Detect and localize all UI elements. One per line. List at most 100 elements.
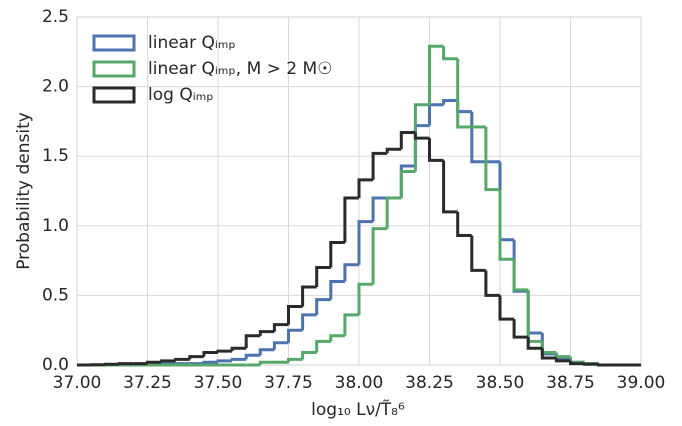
histogram-step — [470, 235, 486, 272]
histogram-step — [399, 131, 416, 150]
x-tick-label: 39.00 — [617, 373, 666, 393]
histogram-step — [498, 295, 515, 321]
histogram-step — [301, 350, 317, 360]
histogram-step — [428, 44, 444, 105]
histogram-step — [456, 100, 472, 114]
histogram-step — [357, 282, 374, 315]
histogram-step — [456, 211, 472, 238]
histogram-step — [329, 334, 345, 342]
histogram-step — [428, 138, 444, 162]
histogram-step — [343, 313, 359, 336]
legend-swatch — [92, 86, 136, 104]
y-tick-label: 2.5 — [42, 7, 69, 27]
histogram-step — [357, 178, 374, 198]
histogram-step — [442, 160, 458, 214]
x-tick-label: 37.75 — [264, 373, 313, 393]
histogram-step — [315, 298, 331, 315]
legend-swatch — [92, 34, 136, 52]
histogram-step — [413, 103, 430, 172]
x-tick-label: 38.75 — [546, 373, 595, 393]
histogram-step — [569, 356, 585, 364]
histogram-step — [216, 349, 233, 353]
x-tick-label: 37.00 — [53, 373, 102, 393]
histogram-step — [540, 332, 557, 356]
histogram-step — [540, 348, 557, 360]
histogram-step — [597, 363, 613, 367]
legend-label: linear Qᵢₘₚ — [148, 33, 236, 53]
histogram-step — [554, 358, 571, 363]
histogram-step — [371, 227, 388, 285]
histogram-step — [512, 259, 529, 292]
histogram-step — [428, 103, 444, 126]
histogram-step — [554, 352, 571, 359]
x-tick-label: 38.00 — [335, 373, 384, 393]
y-tick-label: 2.0 — [42, 77, 69, 97]
x-tick-label: 38.50 — [476, 373, 525, 393]
histogram-step — [202, 350, 218, 357]
histogram-step — [343, 263, 359, 282]
x-tick-label: 37.50 — [194, 373, 243, 393]
histogram-step — [329, 241, 345, 268]
histogram-step — [272, 323, 289, 332]
x-tick-label: 38.25 — [405, 373, 454, 393]
y-tick-label: 1.5 — [42, 146, 69, 166]
histogram-step — [174, 357, 190, 361]
legend-label: linear Qᵢₘₚ, M > 2 M☉ — [148, 59, 332, 79]
histogram-step — [470, 111, 486, 164]
histogram-step — [343, 196, 359, 243]
histogram-step — [385, 147, 402, 154]
histogram-step — [244, 334, 261, 349]
histogram-step — [329, 279, 345, 300]
legend-swatch — [92, 60, 136, 78]
histogram-step — [216, 359, 233, 363]
histogram-step — [526, 337, 543, 350]
histogram-step — [413, 132, 430, 140]
histogram-step — [442, 99, 458, 105]
histogram-step — [442, 46, 458, 61]
histogram-step — [258, 348, 275, 356]
y-tick-label: 0.5 — [42, 285, 69, 305]
histogram-step — [160, 359, 176, 363]
x-axis-label: log₁₀ Lν/T̃₈⁶ — [311, 399, 405, 420]
y-axis-label: Probability density — [14, 112, 34, 270]
x-tick-label: 37.25 — [123, 373, 172, 393]
histogram-step — [371, 196, 388, 222]
histogram-step — [512, 319, 529, 339]
histogram-step — [272, 341, 289, 350]
histogram-step — [371, 151, 388, 180]
histogram-step — [413, 124, 430, 166]
histogram-step — [287, 328, 303, 343]
histogram-step — [287, 305, 303, 325]
histogram-step — [484, 270, 500, 297]
histogram-step — [484, 126, 500, 192]
histogram-step — [498, 161, 515, 242]
histogram-step — [512, 239, 529, 293]
histogram-step — [230, 346, 247, 352]
histogram-step — [357, 220, 374, 265]
histogram-step — [526, 291, 543, 335]
histogram-step — [258, 330, 275, 336]
histogram-step — [315, 266, 331, 288]
histogram-step — [188, 355, 204, 360]
histogram-step — [258, 360, 275, 365]
histogram-step — [244, 353, 261, 360]
plot-frame — [76, 16, 642, 366]
histogram-step — [287, 357, 303, 363]
histogram-step — [301, 313, 317, 331]
histogram-step — [315, 339, 331, 353]
histogram-step — [385, 196, 402, 229]
histogram-step — [583, 362, 599, 366]
histogram-step — [498, 189, 515, 261]
y-tick-label: 0.0 — [42, 355, 69, 375]
histogram-step — [540, 341, 557, 354]
histogram-step — [301, 285, 317, 307]
histogram-step — [456, 58, 472, 129]
legend-label: log Qᵢₘₚ — [148, 85, 214, 105]
histogram-step — [146, 360, 162, 364]
histogram-step — [117, 362, 134, 366]
histogram-step — [230, 357, 247, 361]
histogram-step — [569, 360, 585, 366]
histogram-step — [399, 170, 416, 198]
histogram-step — [202, 360, 218, 364]
y-tick-label: 1.0 — [42, 216, 69, 236]
